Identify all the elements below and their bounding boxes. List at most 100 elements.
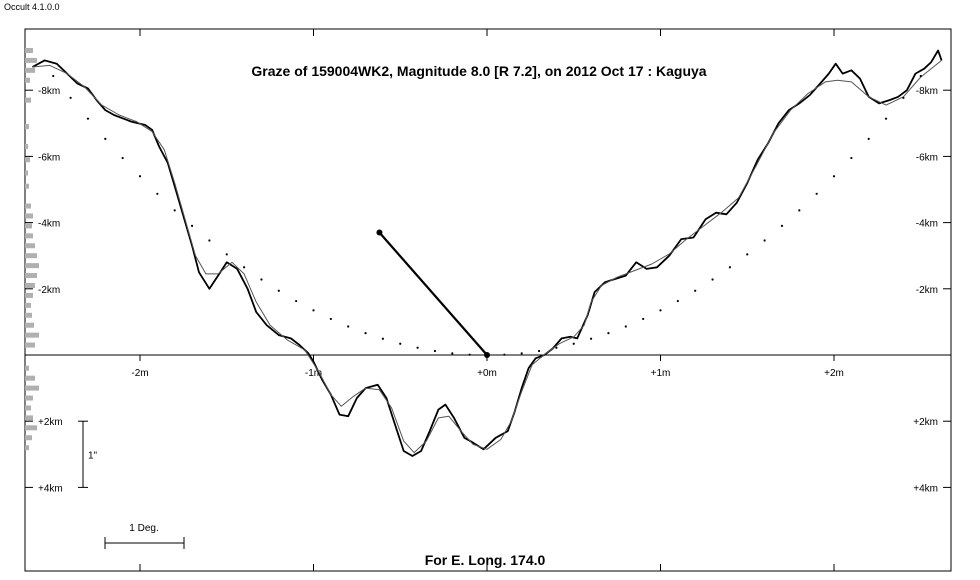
histogram-bar-11 [25,213,33,219]
limb-dot-20 [399,342,402,345]
y-tick-label-left-1: -6km [38,152,60,163]
histogram-bar-4 [25,97,31,103]
scale-bar-horizontal-label: 1 Deg. [129,523,158,534]
histogram-bar-6 [25,143,28,149]
limb-dot-42 [780,224,784,228]
limb-dot-5 [138,175,142,178]
limb-dot-36 [676,299,679,303]
limb-dot-24 [468,353,471,356]
y-tick-label-left-4: +2km [38,417,63,428]
app-version-label: Occult 4.1.0.0 [4,2,60,12]
x-tick-label-0: -2m [131,368,148,379]
histogram-bar-27 [25,385,39,391]
limb-dot-44 [815,192,818,195]
histogram-bar-16 [25,263,39,269]
limb-dot-10 [225,253,228,256]
histogram-bar-1 [25,57,37,63]
limb-dot-12 [260,278,263,281]
limb-dot-49 [902,96,905,99]
limb-dot-3 [104,137,107,140]
histogram-bar-17 [25,273,37,279]
limb-dot-37 [694,289,697,292]
histogram-bar-13 [25,233,33,239]
limb-dot-45 [832,175,836,178]
limb-dot-50 [919,74,922,78]
histogram-bar-2 [25,67,35,73]
chart-footer: For E. Long. 174.0 [425,552,546,568]
y-tick-label-right-3: -2km [916,285,938,296]
limb-dot-38 [711,278,714,281]
histogram-bar-33 [25,445,29,451]
axis-ticks: -2m -1m +0m +1m +2m -8km -8km -6km -6km -4km -4km -… [25,29,951,571]
limb-dot-1 [69,96,72,99]
histogram-bar-32 [25,435,32,441]
histogram-bar-23 [25,332,39,338]
x-tick-label-4: +2m [824,368,844,379]
histogram-bar-10 [25,203,31,209]
limb-dot-19 [381,337,384,340]
y-tick-label-right-1: -6km [916,152,938,163]
limb-dot-15 [312,309,315,312]
histogram-bar-7 [25,157,30,163]
limb-dot-39 [728,266,732,269]
x-tick-label-1: -1m [305,368,322,379]
y-tick-label-left-2: -4km [38,219,60,230]
histogram-bar-24 [25,342,35,348]
side-histogram [25,47,39,451]
histogram-bar-9 [25,183,29,189]
limb-dot-14 [295,299,298,303]
y-tick-label-left-0: -8km [38,86,60,97]
direction-vector-end [376,229,383,236]
limb-dot-22 [433,349,437,353]
limb-dot-13 [277,289,280,292]
limb-dot-9 [208,239,211,242]
limb-dot-6 [156,192,159,195]
limb-dot-40 [746,253,749,256]
scale-bars: 1" 1 Deg. [78,420,185,549]
histogram-bar-14 [25,243,35,249]
histogram-bar-20 [25,302,31,308]
profile-line-thin [32,60,942,454]
series-group [31,49,943,457]
limb-dot-41 [763,239,766,242]
limb-dot-4 [121,156,124,160]
histogram-bar-15 [25,253,37,259]
direction-vector-line [378,231,488,356]
histogram-bar-19 [25,292,33,298]
histogram-bar-31 [25,425,37,431]
limb-dot-18 [364,332,367,335]
histogram-bar-18 [25,282,35,288]
histogram-bar-26 [25,375,35,381]
chart-title: Graze of 159004WK2, Magnitude 8.0 [R 7.2… [251,63,706,79]
direction-vector-origin [484,352,490,358]
limb-dot-47 [867,137,870,140]
histogram-bar-21 [25,312,32,318]
limb-dot-21 [416,346,419,349]
limb-dot-11 [243,266,246,269]
y-tick-label-left-3: -2km [38,285,60,296]
limb-dot-35 [659,309,662,312]
y-tick-label-right-5: +4km [913,483,938,494]
limb-dot-28 [537,349,541,353]
histogram-bar-28 [25,395,33,401]
limb-dot-31 [590,337,593,340]
histogram-bar-12 [25,223,32,229]
limb-dot-34 [642,317,645,321]
limb-dot-16 [329,317,332,321]
limb-dot-8 [190,224,194,228]
histogram-bar-29 [25,405,31,411]
y-tick-label-right-4: +2km [913,417,938,428]
plot-frame [24,28,952,572]
histogram-bar-8 [25,170,28,176]
x-tick-label-2: +0m [477,368,497,379]
limb-dot-29 [555,346,558,349]
limb-dot-33 [624,325,627,328]
histogram-bar-5 [25,124,29,130]
limb-dot-32 [607,332,610,335]
y-tick-label-right-2: -4km [916,219,938,230]
limb-dot-43 [798,209,801,212]
limb-dot-48 [884,117,888,120]
y-tick-label-left-5: +4km [38,483,63,494]
histogram-bar-22 [25,322,34,328]
limb-dot-46 [850,156,853,160]
